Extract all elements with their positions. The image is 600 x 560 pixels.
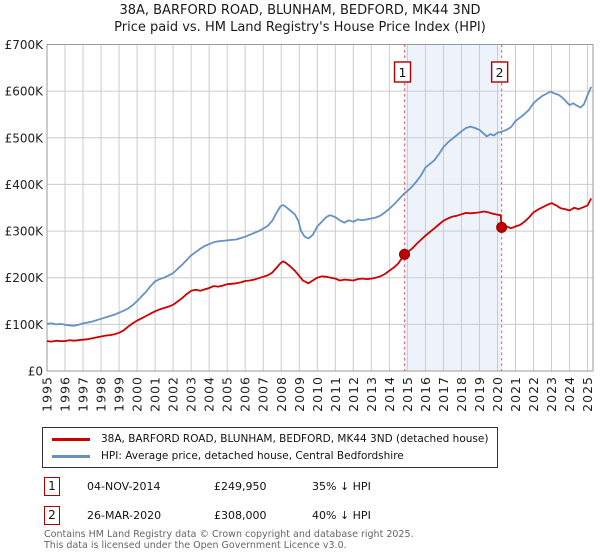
y-axis-label: £300K [5,225,45,239]
sale-2-price: £308,000 [214,509,267,522]
sale-1-hpi-difference: 35% ↓ HPI [312,480,371,493]
sale-2-date: 26-MAR-2020 [87,509,162,522]
y-axis-label: £600K [5,85,45,99]
y-axis-label: £700K [5,38,45,52]
x-axis-label: 2013 [364,376,379,412]
x-axis-label: 2016 [418,376,433,412]
sale-number-label: 1 [399,65,407,80]
x-axis-label: 2011 [328,376,343,412]
x-axis-label: 1998 [94,376,109,412]
x-axis-label: 2024 [562,376,577,412]
sale-row-2: 2 26-MAR-2020 £308,000 40% ↓ HPI [0,506,600,526]
x-axis-label: 2007 [256,376,271,412]
y-axis-label: £200K [5,271,45,285]
x-axis-label: 2025 [580,376,595,412]
sale-1-number-badge: 1 [44,477,60,496]
legend-row-property: 38A, BARFORD ROAD, BLUNHAM, BEDFORD, MK4… [52,433,497,445]
hpi-line-swatch [52,454,90,458]
legend-label-property: 38A, BARFORD ROAD, BLUNHAM, BEDFORD, MK4… [101,433,489,445]
sale-point-marker [496,221,508,233]
legend-row-hpi: HPI: Average price, detached house, Cent… [52,450,497,462]
sale-number-box [490,61,509,83]
price-history-chart: 1 2 £0 £100K £200K £300K £400K £500K £600K £700K 1… [5,38,596,412]
x-axis-label: 2017 [436,376,451,412]
x-axis-label: 2021 [508,376,523,412]
y-axis-label: £100K [5,318,45,332]
chart-legend: 38A, BARFORD ROAD, BLUNHAM, BEDFORD, MK4… [42,427,498,468]
x-axis-label: 2005 [220,376,235,412]
x-axis-label: 1996 [58,376,73,412]
x-axis-label: 2010 [310,376,325,412]
x-axis-label: 2004 [202,376,217,412]
licence-footer: Contains HM Land Registry data © Crown c… [44,529,584,551]
x-axis-label: 2019 [472,376,487,412]
x-axis-label: 2003 [184,376,199,412]
x-axis-label: 2001 [148,376,163,412]
sale-number-box [393,61,412,83]
x-axis-label: 1995 [40,376,55,412]
plot-frame [46,44,594,372]
page-title: 38A, BARFORD ROAD, BLUNHAM, BEDFORD, MK4… [119,3,481,18]
sale-1-price: £249,950 [214,480,267,493]
y-axis-label: £0 [28,365,43,379]
x-axis-label: 1997 [76,376,91,412]
y-axis-label: £500K [5,131,45,145]
x-axis-label: 2022 [526,376,541,412]
property-price-line [46,197,593,343]
sale-2-number-badge: 2 [44,506,60,525]
sale-point-marker [399,248,411,260]
x-axis-label: 2012 [346,376,361,412]
y-axis-label: £400K [5,178,45,192]
x-axis-label: 1999 [112,376,127,412]
sale-number-label: 2 [496,65,504,80]
x-axis-label: 2023 [544,376,559,412]
legend-label-hpi: HPI: Average price, detached house, Cent… [101,450,404,462]
sale-1-date: 04-NOV-2014 [87,480,161,493]
x-axis-label: 2014 [382,376,397,412]
x-axis-label: 2018 [454,376,469,412]
x-axis-label: 2006 [238,376,253,412]
x-axis-label: 2020 [490,376,505,412]
x-axis-label: 2000 [130,376,145,412]
sale-2-hpi-difference: 40% ↓ HPI [312,509,371,522]
hpi-line [46,86,593,327]
x-axis-label: 2002 [166,376,181,412]
x-axis-label: 2009 [292,376,307,412]
page-subtitle: Price paid vs. HM Land Registry's House … [114,20,486,35]
property-line-swatch [52,437,90,441]
between-sales-shaded-band [404,44,502,371]
footer-licence-line: This data is licensed under the Open Gov… [44,539,347,551]
footer-copyright-line: Contains HM Land Registry data © Crown c… [44,529,414,540]
x-axis-label: 2008 [274,376,289,412]
x-axis-label: 2015 [400,376,415,412]
sale-row-1: 1 04-NOV-2014 £249,950 35% ↓ HPI [0,477,600,497]
